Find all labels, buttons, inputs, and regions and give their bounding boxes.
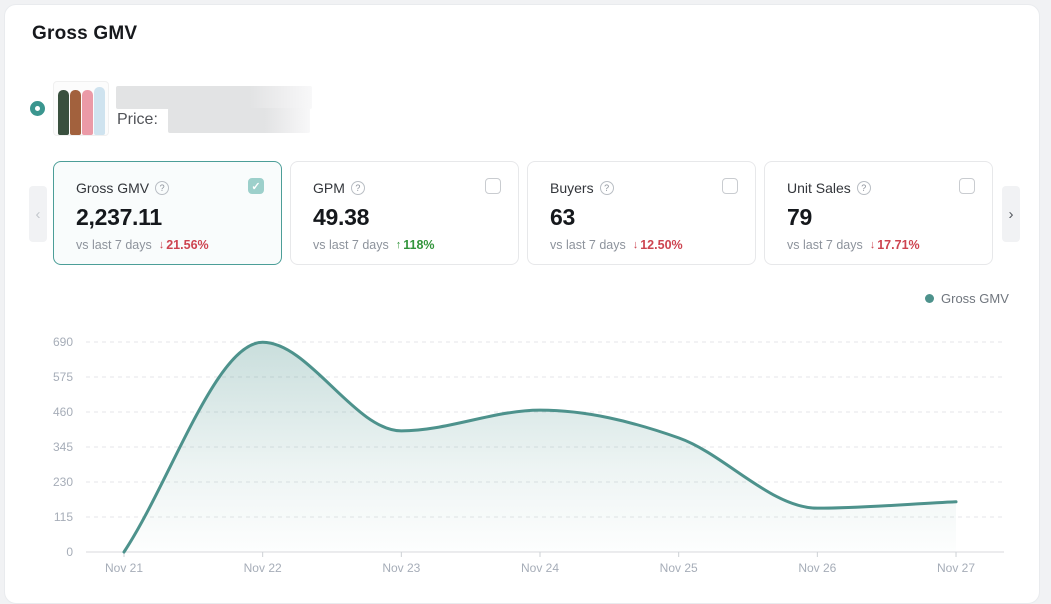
metric-card-gross-gmv[interactable]: Gross GMV ? ✓ 2,237.11 vs last 7 days ↓ 2… <box>53 161 282 265</box>
trend-arrow-icon: ↑ <box>395 239 402 251</box>
carousel-prev-button[interactable]: ‹ <box>29 186 47 242</box>
metric-value: 79 <box>787 204 812 230</box>
delta-badge: ↑ 118% <box>396 238 435 252</box>
metric-cards-row: Gross GMV ? ✓ 2,237.11 vs last 7 days ↓ 2… <box>53 161 993 265</box>
page-title: Gross GMV <box>32 23 138 44</box>
metric-checkbox[interactable]: ✓ <box>959 178 975 194</box>
help-icon[interactable]: ? <box>856 181 871 195</box>
help-icon[interactable]: ? <box>599 181 614 195</box>
metric-value: 63 <box>550 204 575 230</box>
gross-gmv-panel: Gross GMV Price: ‹ › Gross GMV ? ✓ 2,237… <box>4 4 1040 604</box>
metric-card-buyers[interactable]: Buyers ? ✓ 63 vs last 7 days ↓12.50% <box>527 161 756 265</box>
check-icon: ✓ <box>251 180 261 193</box>
metric-card-unit-sales[interactable]: Unit Sales ? ✓ 79 vs last 7 days ↓17.71% <box>764 161 993 265</box>
svg-text:345: 345 <box>53 440 73 454</box>
svg-text:Nov 21: Nov 21 <box>105 561 143 575</box>
product-radio-selected-icon[interactable] <box>30 101 45 116</box>
svg-text:Nov 23: Nov 23 <box>382 561 420 575</box>
svg-text:Nov 25: Nov 25 <box>660 561 698 575</box>
trend-arrow-icon: ↓ <box>869 239 876 251</box>
compare-label: vs last 7 days <box>787 238 863 252</box>
svg-text:115: 115 <box>54 510 73 524</box>
legend-label: Gross GMV <box>941 291 1009 306</box>
metric-checkbox[interactable]: ✓ <box>248 178 264 194</box>
svg-text:460: 460 <box>53 405 73 419</box>
product-price-redacted <box>168 108 310 133</box>
legend-dot-icon <box>925 294 934 303</box>
metric-label: GPM <box>313 180 345 196</box>
gmv-trend-chart: 0 115 230 345 460 575 690 Nov 21 Nov 22 Nov 23 Nov… <box>41 326 1041 590</box>
chevron-left-icon: ‹ <box>35 205 41 223</box>
metric-checkbox[interactable]: ✓ <box>485 178 501 194</box>
delta-value: 21.56% <box>166 238 209 252</box>
metric-label: Unit Sales <box>787 180 851 196</box>
svg-text:690: 690 <box>53 335 73 349</box>
svg-text:Nov 26: Nov 26 <box>798 561 836 575</box>
carousel-next-button[interactable]: › <box>1002 186 1020 242</box>
svg-text:575: 575 <box>53 370 73 384</box>
garment-blue <box>93 87 105 135</box>
help-icon[interactable]: ? <box>350 181 365 195</box>
garment-green <box>57 90 69 135</box>
svg-text:Nov 22: Nov 22 <box>244 561 282 575</box>
help-icon[interactable]: ? <box>155 181 170 195</box>
product-thumbnail <box>53 81 109 136</box>
svg-text:230: 230 <box>53 475 73 489</box>
svg-text:Nov 24: Nov 24 <box>521 561 559 575</box>
garment-pink <box>81 90 93 135</box>
svg-text:0: 0 <box>66 545 73 559</box>
metric-value: 49.38 <box>313 204 370 230</box>
garment-brown <box>69 90 81 135</box>
compare-label: vs last 7 days <box>313 238 389 252</box>
metric-value: 2,237.11 <box>76 204 162 230</box>
metric-label: Gross GMV <box>76 180 150 196</box>
delta-badge: ↓ 12.50% <box>633 238 683 252</box>
trend-arrow-icon: ↓ <box>632 239 639 251</box>
delta-badge: ↓ 21.56% <box>159 238 209 252</box>
delta-value: 12.50% <box>640 238 683 252</box>
compare-label: vs last 7 days <box>76 238 152 252</box>
delta-value: 118% <box>403 238 435 252</box>
delta-value: 17.71% <box>877 238 920 252</box>
chart-legend[interactable]: Gross GMV <box>925 291 1009 306</box>
trend-arrow-icon: ↓ <box>158 239 165 251</box>
compare-label: vs last 7 days <box>550 238 626 252</box>
delta-badge: ↓ 17.71% <box>870 238 920 252</box>
price-label: Price: <box>117 111 158 128</box>
chevron-right-icon: › <box>1008 205 1014 223</box>
product-name-redacted <box>116 86 312 109</box>
svg-text:Nov 27: Nov 27 <box>937 561 975 575</box>
metric-card-gpm[interactable]: GPM ? ✓ 49.38 vs last 7 days ↑118% <box>290 161 519 265</box>
metric-checkbox[interactable]: ✓ <box>722 178 738 194</box>
metric-label: Buyers <box>550 180 594 196</box>
